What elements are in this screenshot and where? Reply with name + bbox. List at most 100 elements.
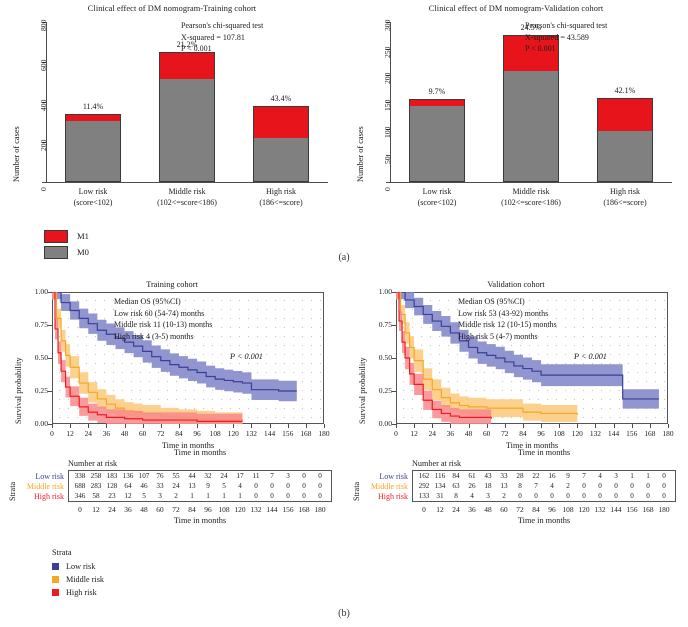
bar-data-label: 11.4%	[82, 102, 104, 112]
risk-cell: 2	[174, 492, 178, 500]
bar-data-label: 42.1%	[614, 85, 636, 95]
risk-cell: 346	[74, 492, 86, 500]
y-axis-label: Number of cases	[356, 126, 365, 182]
x-tick-mark	[251, 424, 253, 428]
x-tick-mark	[468, 424, 470, 428]
risk-cell: 3	[614, 472, 618, 480]
x-tick-label: 48	[464, 429, 473, 438]
stacked-bar	[159, 52, 215, 182]
legend-label-high-risk: High risk	[66, 588, 97, 597]
risk-x-tick-label: 144	[266, 505, 278, 514]
risk-cell: 0	[318, 472, 322, 480]
risk-cell: 283	[90, 482, 102, 490]
legend-label-m0: M0	[77, 247, 89, 257]
risk-cell: 31	[436, 492, 444, 500]
x-tick-label: 96	[537, 429, 545, 438]
risk-row-label: Low risk	[379, 472, 408, 481]
stacked-bar	[409, 99, 465, 182]
confidence-band	[52, 292, 243, 424]
risk-cell: 18	[484, 482, 492, 490]
stacked-bar	[503, 35, 559, 182]
y-tick-label: 1.00	[378, 287, 392, 296]
risk-cell: 0	[270, 482, 274, 490]
x-axis-label: Time in months	[505, 441, 559, 450]
risk-x-tick-label: 144	[610, 505, 622, 514]
risk-cell: 0	[582, 492, 586, 500]
x-tick-label: 36	[102, 429, 111, 438]
risk-cell: 5	[142, 492, 146, 500]
x-tick-label: 24	[428, 429, 436, 438]
confidence-band	[396, 292, 492, 424]
risk-x-axis-label: Time in months	[517, 516, 571, 525]
risk-x-tick-label: 84	[188, 505, 196, 514]
risk-x-tick-label: 132	[250, 505, 262, 514]
x-tick-label: 108	[553, 429, 565, 438]
bar-data-label: 24.5%	[520, 23, 542, 33]
x-tick-mark	[631, 424, 633, 428]
risk-table-top-caption: Time in months	[517, 448, 571, 457]
x-tick-label: 144	[264, 429, 276, 438]
survival-line	[52, 292, 297, 392]
risk-cell: 84	[452, 472, 460, 480]
x-tick-label: 84	[519, 429, 527, 438]
confidence-band	[396, 292, 659, 409]
risk-cell: 1	[190, 492, 194, 500]
risk-table-strata-label: Strata	[8, 481, 17, 501]
risk-x-tick-label: 36	[468, 505, 476, 514]
risk-row-label: Low risk	[35, 472, 64, 481]
risk-cell: 4	[550, 482, 554, 490]
y-tick-mark	[386, 48, 390, 50]
risk-cell: 0	[566, 492, 570, 500]
chi-squared-annotation: Pearson's chi-squared test X-squared = 10…	[181, 21, 264, 53]
risk-cell: 128	[106, 482, 118, 490]
risk-x-tick-label: 12	[436, 505, 444, 514]
chart-title: Clinical effect of DM nomogram-Validatio…	[428, 4, 604, 13]
risk-cell: 28	[516, 472, 524, 480]
risk-cell: 133	[418, 492, 430, 500]
x-tick-mark	[613, 424, 615, 428]
legend-item-m0: M0	[44, 244, 89, 260]
survival-curves	[396, 292, 659, 424]
risk-cell: 12	[124, 492, 132, 500]
x-tick-label: 180	[662, 429, 674, 438]
bar-segment-m1	[254, 107, 308, 141]
risk-cell: 688	[74, 482, 86, 490]
x-tick-mark	[414, 424, 416, 428]
legend-m-status: M1 M0	[44, 228, 89, 260]
x-tick-label: 12	[66, 429, 74, 438]
risk-cell: 116	[434, 472, 446, 480]
risk-cell: 13	[500, 482, 508, 490]
x-category-label: High risk (186<=score)	[603, 187, 647, 207]
legend-item-middle-risk: Middle risk	[52, 573, 104, 586]
y-tick-mark	[386, 155, 390, 157]
risk-row-label: Middle risk	[370, 482, 408, 491]
y-tick-mark	[392, 325, 396, 326]
risk-cell: 58	[92, 492, 100, 500]
y-tick-mark	[386, 22, 390, 23]
x-tick-mark	[504, 424, 506, 428]
median-os-annotation: Median OS (95%CI) Low risk 60 (54-74) mon…	[114, 297, 213, 341]
risk-cell: 292	[418, 482, 430, 490]
x-category-label: Middle risk (102<=score<186)	[501, 187, 561, 207]
x-category-label: Middle risk (102<=score<186)	[157, 187, 217, 207]
bar-chart-validation: Clinical effect of DM nomogram-Validatio…	[344, 0, 688, 230]
risk-cell: 7	[270, 472, 274, 480]
y-tick-mark	[392, 424, 396, 425]
y-tick-label: 150	[383, 99, 392, 111]
legend-item-low-risk: Low risk	[52, 560, 104, 573]
survival-line	[396, 292, 659, 400]
y-axis	[390, 22, 391, 182]
y-tick-mark	[48, 325, 52, 326]
risk-cell: 0	[662, 492, 666, 500]
x-tick-mark	[106, 424, 108, 428]
x-tick-label: 120	[571, 429, 583, 438]
risk-cell: 3	[158, 492, 162, 500]
x-tick-mark	[595, 424, 597, 428]
x-tick-mark	[70, 424, 72, 428]
risk-cell: 0	[646, 492, 650, 500]
y-tick-mark	[386, 128, 390, 130]
x-tick-label: 72	[501, 429, 509, 438]
risk-cell: 107	[138, 472, 150, 480]
risk-cell: 1	[630, 472, 634, 480]
y-tick-label: 0.50	[378, 353, 392, 362]
